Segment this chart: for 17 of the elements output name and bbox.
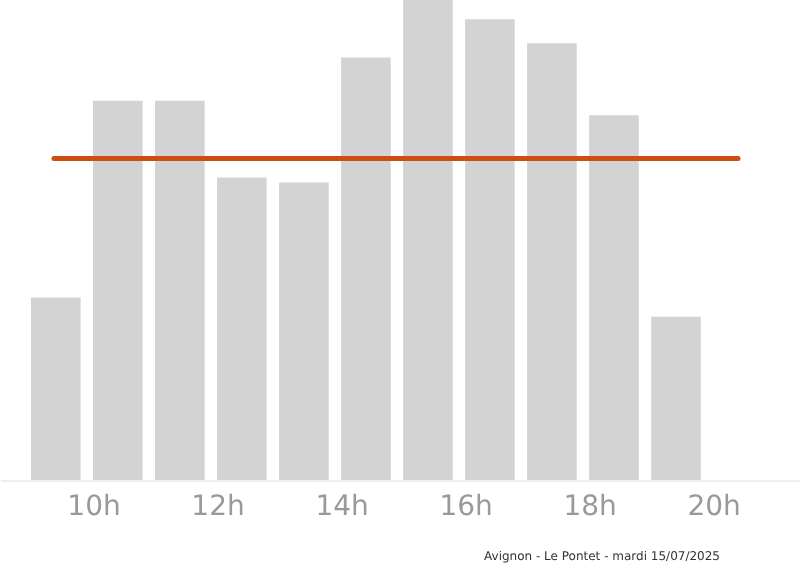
x-tick-label: 14h — [315, 491, 369, 523]
x-tick-label: 16h — [439, 491, 493, 523]
x-tick-label: 20h — [687, 491, 741, 523]
bar — [217, 177, 267, 480]
bar — [527, 43, 577, 480]
bar — [279, 182, 329, 480]
x-tick-label: 12h — [191, 491, 245, 523]
bar — [341, 57, 391, 480]
bar — [465, 19, 515, 480]
bar — [155, 100, 205, 480]
bar — [589, 115, 639, 480]
x-tick-label: 18h — [563, 491, 617, 523]
bar — [651, 316, 701, 480]
bar — [93, 100, 143, 480]
x-tick-label: 10h — [67, 491, 121, 523]
bar — [403, 0, 453, 480]
bar — [31, 297, 81, 480]
